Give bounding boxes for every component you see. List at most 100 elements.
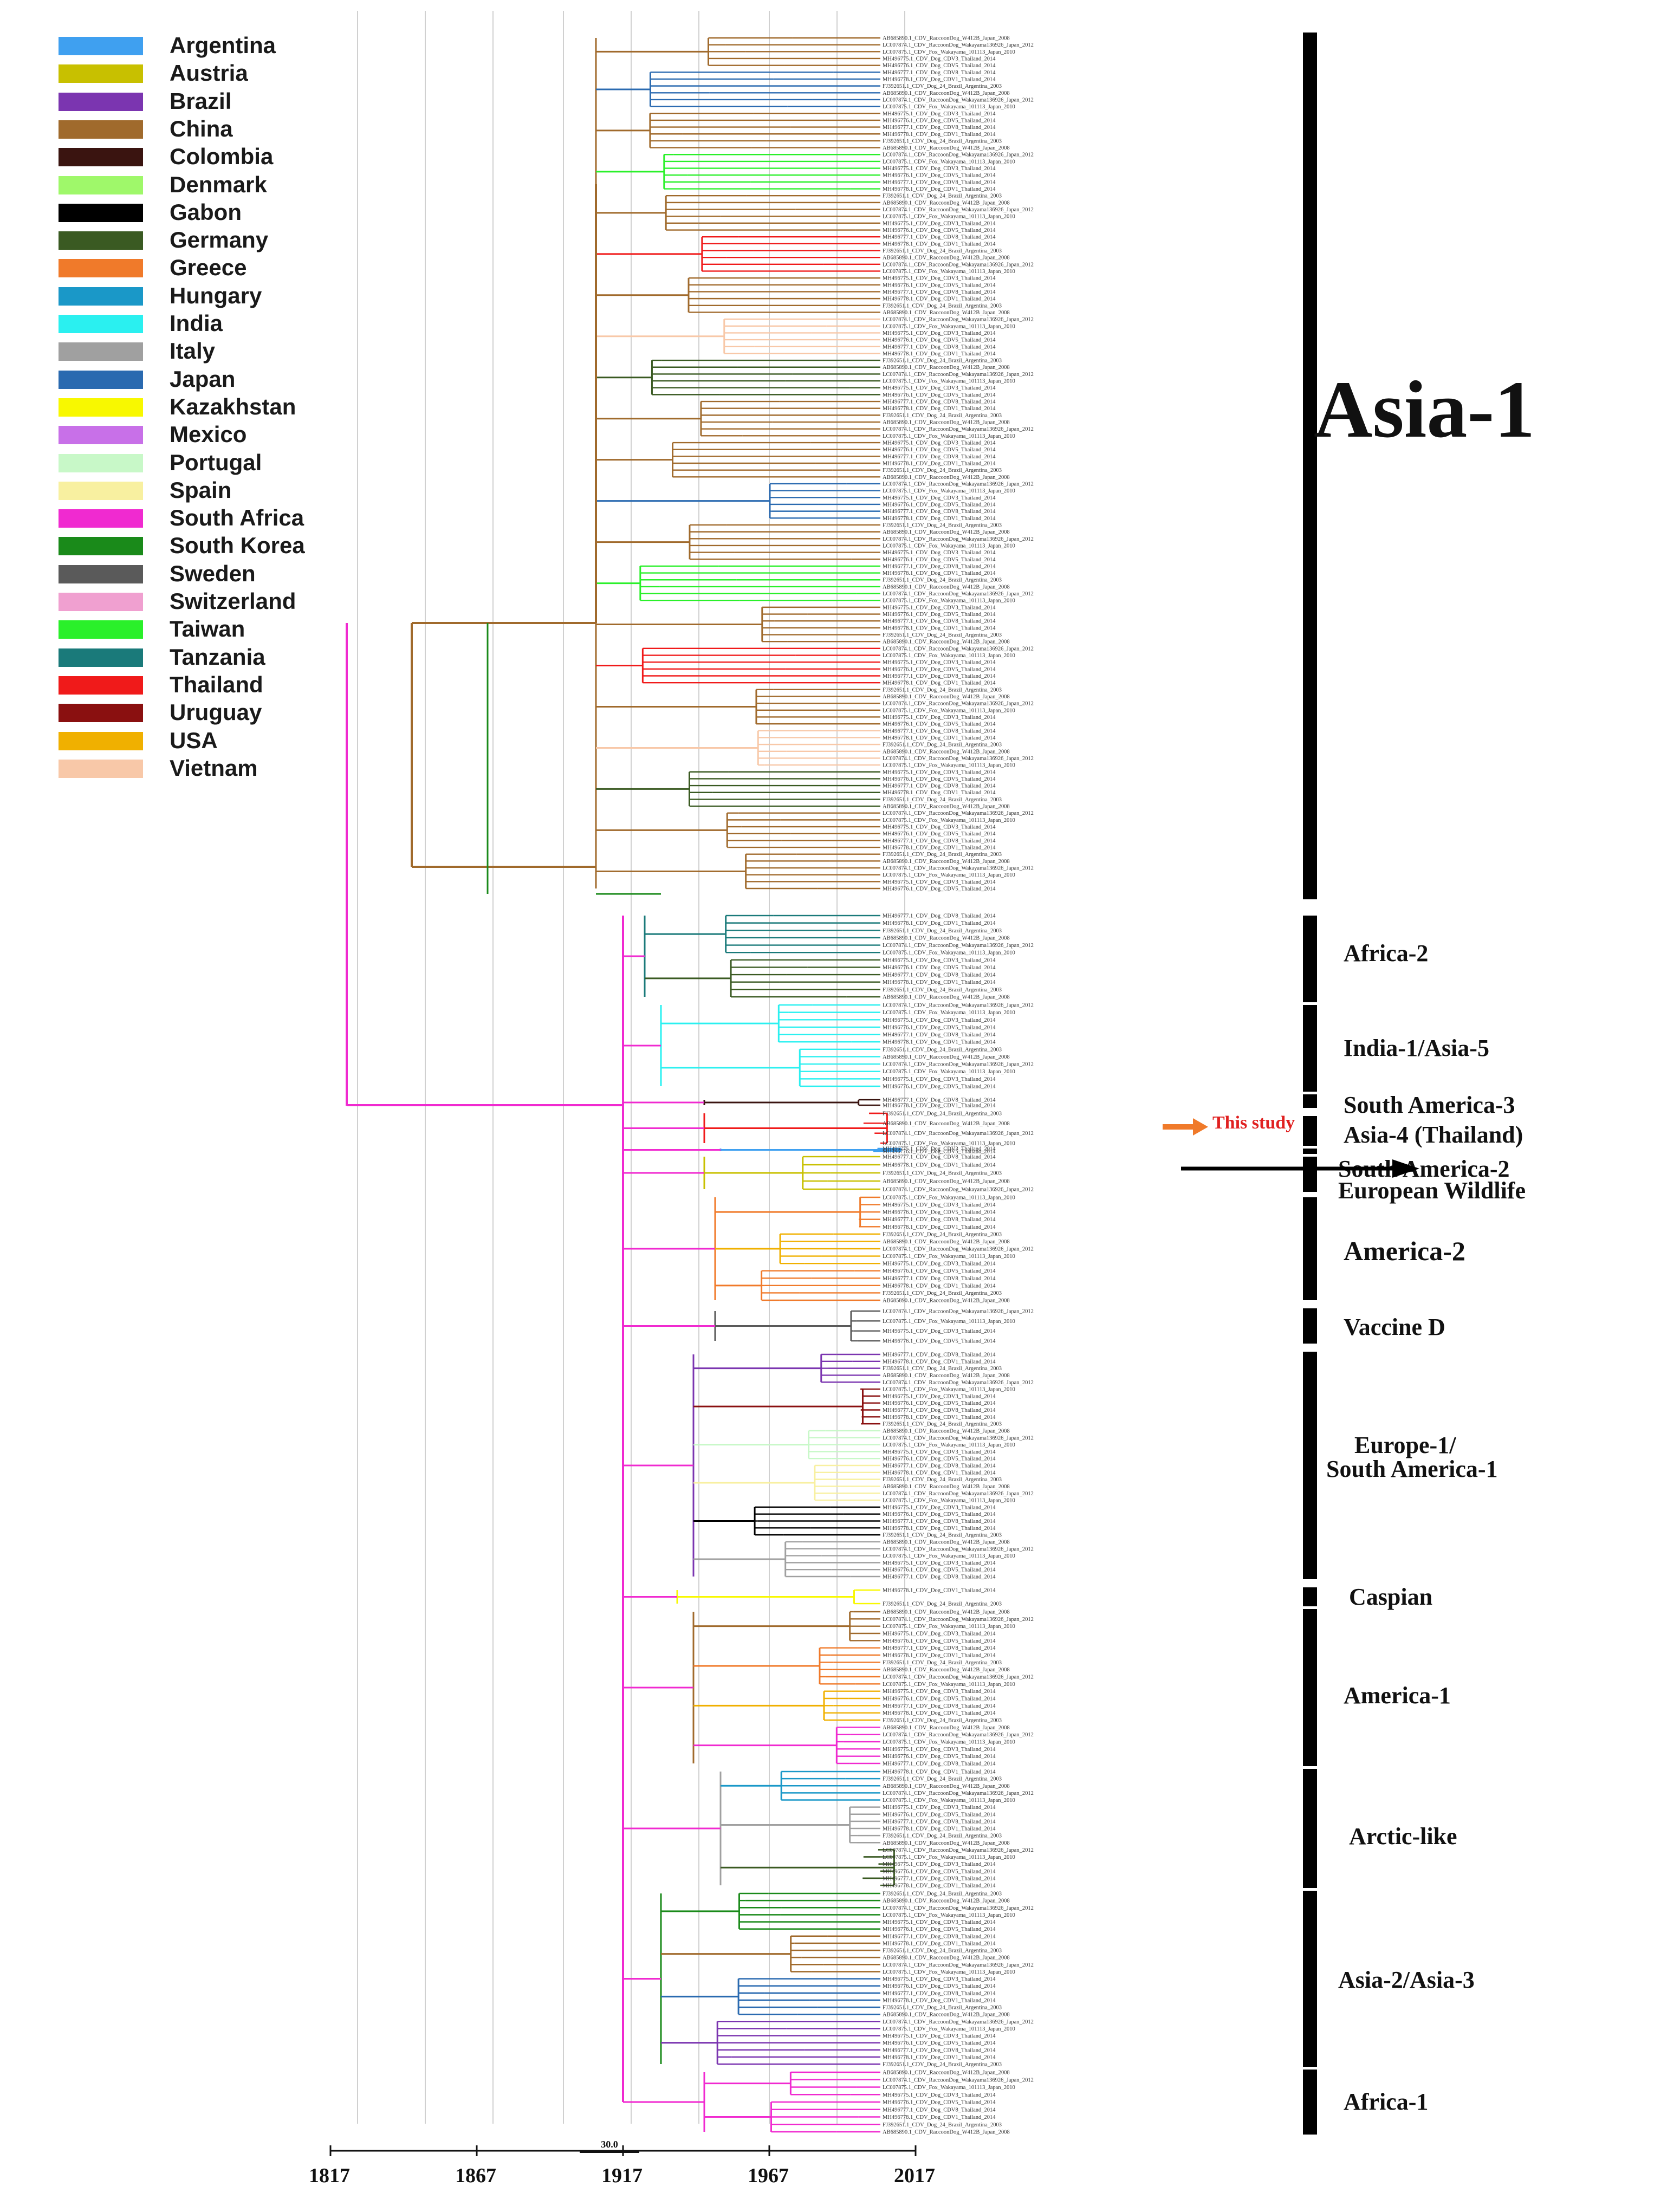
legend-label: Vietnam [170, 755, 258, 781]
tip-label: MH496775.1_CDV_Dog_CDV3_Thailand_2014 [883, 1202, 996, 1208]
tip-label: MH496778.1_CDV_Dog_CDV1_Thailand_2014 [883, 1359, 996, 1365]
tip-label: MH496777.1_CDV_Dog_CDV8_Thailand_2014 [883, 1098, 996, 1104]
tip-label: LC007874.1_CDV_RaccoonDog_Wakayama136926… [883, 1435, 1034, 1441]
legend-item: Gabon [59, 199, 438, 226]
tip-label: MH496777.1_CDV_Dog_CDV8_Thailand_2014 [883, 1934, 996, 1939]
legend-item: Sweden [59, 560, 438, 588]
tip-label: LC007874.1_CDV_RaccoonDog_Wakayama136926… [883, 1380, 1034, 1386]
legend-label: South Korea [170, 533, 305, 559]
tip-label: AB685890.1_CDV_RaccoonDog_W412B_Japan_20… [883, 36, 1010, 42]
tip-label: AB685890.1_CDV_RaccoonDog_W412B_Japan_20… [883, 1239, 1010, 1245]
tip-label: MH496777.1_CDV_Dog_CDV8_Thailand_2014 [883, 972, 996, 978]
tip-label: FJ392651.1_CDV_Dog_24_Brazil_Argentina_2… [883, 687, 1002, 693]
tip-label: MH496775.1_CDV_Dog_CDV3_Thailand_2014 [883, 1146, 996, 1152]
tip-label: LC007875.1_CDV_Fox_Wakayama_101113_Japan… [883, 1498, 1015, 1504]
tip-label: MH496777.1_CDV_Dog_CDV8_Thailand_2014 [883, 1032, 996, 1038]
tip-label: MH496778.1_CDV_Dog_CDV1_Thailand_2014 [883, 1653, 996, 1659]
legend-item: Mexico [59, 421, 438, 449]
tip-label: MH496778.1_CDV_Dog_CDV1_Thailand_2014 [883, 1283, 996, 1289]
tip-label: MH496778.1_CDV_Dog_CDV1_Thailand_2014 [883, 2114, 996, 2120]
tip-label: MH496775.1_CDV_Dog_CDV3_Thailand_2014 [883, 166, 996, 172]
legend-label: India [170, 310, 223, 336]
tip-label: MH496778.1_CDV_Dog_CDV1_Thailand_2014 [883, 1941, 996, 1947]
tip-label: FJ392651.1_CDV_Dog_24_Brazil_Argentina_2… [883, 1948, 1002, 1954]
scale-bar: 30.0 [580, 2139, 639, 2153]
tip-label: MH496777.1_CDV_Dog_CDV8_Thailand_2014 [883, 1990, 996, 1996]
tip-label: MH496776.1_CDV_Dog_CDV5_Thailand_2014 [883, 1456, 996, 1462]
tip-label: MH496777.1_CDV_Dog_CDV8_Thailand_2014 [883, 783, 996, 789]
tip-label: FJ392651.1_CDV_Dog_24_Brazil_Argentina_2… [883, 1891, 1002, 1897]
tip-label: MH496775.1_CDV_Dog_CDV3_Thailand_2014 [883, 1261, 996, 1267]
tip-label: MH496778.1_CDV_Dog_CDV1_Thailand_2014 [883, 1883, 996, 1889]
tip-label: MH496777.1_CDV_Dog_CDV8_Thailand_2014 [883, 1574, 996, 1580]
legend-item: China [59, 116, 438, 143]
tip-label: MH496776.1_CDV_Dog_CDV5_Thailand_2014 [883, 338, 996, 343]
clade-label: America-2 [1344, 1236, 1465, 1266]
tip-label: MH496776.1_CDV_Dog_CDV5_Thailand_2014 [883, 282, 996, 288]
tip-label: MH496777.1_CDV_Dog_CDV8_Thailand_2014 [883, 1217, 996, 1223]
legend-item: Austria [59, 60, 438, 87]
tip-label: MH496777.1_CDV_Dog_CDV8_Thailand_2014 [883, 1352, 996, 1358]
tip-label: MH496777.1_CDV_Dog_CDV8_Thailand_2014 [883, 1819, 996, 1825]
tip-label: LC007875.1_CDV_Fox_Wakayama_101113_Japan… [883, 2026, 1015, 2032]
tip-label: MH496778.1_CDV_Dog_CDV1_Thailand_2014 [883, 461, 996, 467]
legend-swatch [59, 620, 143, 639]
tip-label: MH496776.1_CDV_Dog_CDV5_Thailand_2014 [883, 2040, 996, 2046]
clade-bar [1303, 1609, 1317, 1766]
tip-label: FJ392651.1_CDV_Dog_24_Brazil_Argentina_2… [883, 1660, 1002, 1666]
legend-swatch [59, 287, 143, 306]
legend-item: Vietnam [59, 755, 438, 782]
tip-label: MH496778.1_CDV_Dog_CDV1_Thailand_2014 [883, 920, 996, 926]
legend-swatch [59, 370, 143, 389]
tip-label: MH496777.1_CDV_Dog_CDV8_Thailand_2014 [883, 838, 996, 844]
tip-label: LC007874.1_CDV_RaccoonDog_Wakayama136926… [883, 1617, 1034, 1623]
tip-label: MH496775.1_CDV_Dog_CDV3_Thailand_2014 [883, 660, 996, 666]
tip-label: LC007874.1_CDV_RaccoonDog_Wakayama136926… [883, 1187, 1034, 1193]
legend-swatch [59, 92, 143, 111]
tip-label: LC007875.1_CDV_Fox_Wakayama_101113_Japan… [883, 379, 1015, 385]
tip-label: FJ392651.1_CDV_Dog_24_Brazil_Argentina_2… [883, 1776, 1002, 1782]
clade-bar [1303, 916, 1317, 1002]
tip-label: MH496776.1_CDV_Dog_CDV5_Thailand_2014 [883, 1268, 996, 1274]
tip-label: MH496777.1_CDV_Dog_CDV8_Thailand_2014 [883, 509, 996, 515]
tip-label: FJ392651.1_CDV_Dog_24_Brazil_Argentina_2… [883, 1111, 1002, 1117]
legend-label: Switzerland [170, 588, 296, 614]
legend-label: Taiwan [170, 616, 245, 642]
tip-label: MH496776.1_CDV_Dog_CDV5_Thailand_2014 [883, 1024, 996, 1030]
legend-item: Italy [59, 338, 438, 365]
tip-label: AB685890.1_CDV_RaccoonDog_W412B_Japan_20… [883, 749, 1010, 755]
legend-item: Kazakhstan [59, 394, 438, 421]
tip-label: MH496778.1_CDV_Dog_CDV1_Thailand_2014 [883, 296, 996, 302]
legend-label: Sweden [170, 560, 256, 586]
tip-label: MH496778.1_CDV_Dog_CDV1_Thailand_2014 [883, 2054, 996, 2060]
legend-item: South Korea [59, 533, 438, 560]
tip-label: LC007874.1_CDV_RaccoonDog_Wakayama136926… [883, 591, 1034, 597]
tip-label: AB685890.1_CDV_RaccoonDog_W412B_Japan_20… [883, 1428, 1010, 1434]
tip-label: MH496777.1_CDV_Dog_CDV8_Thailand_2014 [883, 1407, 996, 1413]
tip-label: MH496776.1_CDV_Dog_CDV5_Thailand_2014 [883, 1926, 996, 1932]
tip-label: AB685890.1_CDV_RaccoonDog_W412B_Japan_20… [883, 1783, 1010, 1789]
legend-item: Spain [59, 477, 438, 504]
legend-label: Greece [170, 255, 247, 281]
tip-label: AB685890.1_CDV_RaccoonDog_W412B_Japan_20… [883, 1298, 1010, 1304]
tip-label: MH496777.1_CDV_Dog_CDV8_Thailand_2014 [883, 399, 996, 405]
tip-label: LC007875.1_CDV_Fox_Wakayama_101113_Japan… [883, 488, 1015, 494]
tip-label: FJ392651.1_CDV_Dog_24_Brazil_Argentina_2… [883, 303, 1002, 309]
legend-label: Thailand [170, 671, 263, 697]
tip-label: MH496775.1_CDV_Dog_CDV3_Thailand_2014 [883, 111, 996, 117]
tip-label: LC007874.1_CDV_RaccoonDog_Wakayama136926… [883, 1732, 1034, 1738]
legend-item: Brazil [59, 88, 438, 115]
tip-label: LC007875.1_CDV_Fox_Wakayama_101113_Japan… [883, 950, 1015, 956]
tip-label: MH496776.1_CDV_Dog_CDV5_Thailand_2014 [883, 1696, 996, 1702]
legend-item: Hungary [59, 283, 438, 310]
tip-label: FJ392651.1_CDV_Dog_24_Brazil_Argentina_2… [883, 1718, 1002, 1724]
tip-label: LC007875.1_CDV_Fox_Wakayama_101113_Japan… [883, 1624, 1015, 1630]
legend-swatch [59, 648, 143, 667]
tip-label: MH496778.1_CDV_Dog_CDV1_Thailand_2014 [883, 1997, 996, 2003]
tip-label: MH496776.1_CDV_Dog_CDV5_Thailand_2014 [883, 118, 996, 124]
tip-label: MH496777.1_CDV_Dog_CDV8_Thailand_2014 [883, 1876, 996, 1882]
legend-swatch [59, 704, 143, 723]
legend-swatch [59, 731, 143, 750]
tip-label: MH496775.1_CDV_Dog_CDV3_Thailand_2014 [883, 220, 996, 226]
tip-label: AB685890.1_CDV_RaccoonDog_W412B_Japan_20… [883, 935, 1010, 941]
